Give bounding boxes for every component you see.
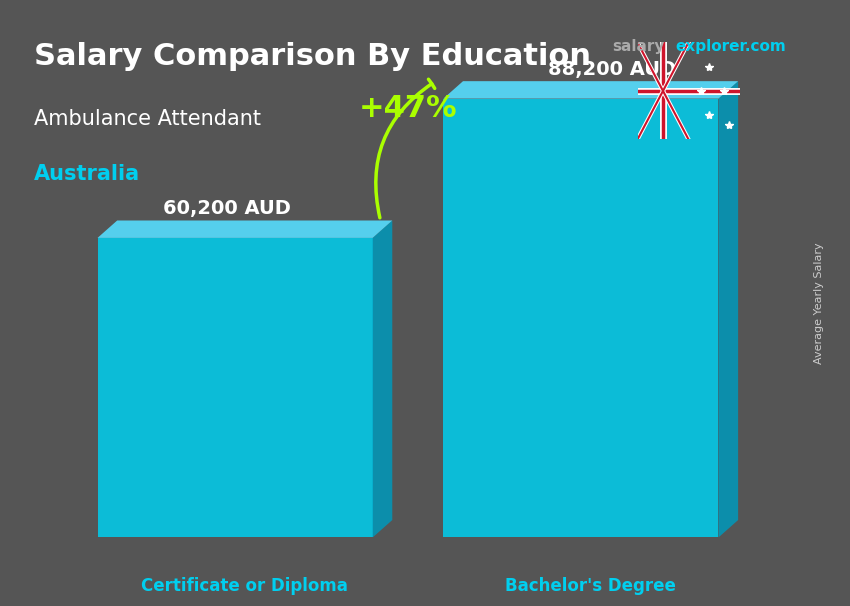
Text: +47%: +47%	[359, 94, 457, 123]
Text: Salary Comparison By Education: Salary Comparison By Education	[34, 42, 591, 72]
Text: explorer.com: explorer.com	[676, 39, 786, 55]
Polygon shape	[372, 221, 393, 538]
Text: Average Yearly Salary: Average Yearly Salary	[814, 242, 824, 364]
Text: Australia: Australia	[34, 164, 140, 184]
Text: Ambulance Attendant: Ambulance Attendant	[34, 109, 261, 129]
Polygon shape	[98, 221, 393, 238]
Text: Bachelor's Degree: Bachelor's Degree	[505, 578, 677, 595]
Text: 60,200 AUD: 60,200 AUD	[163, 199, 292, 218]
Polygon shape	[444, 81, 738, 99]
Text: Certificate or Diploma: Certificate or Diploma	[141, 578, 348, 595]
Text: 88,200 AUD: 88,200 AUD	[548, 59, 677, 79]
Text: salary: salary	[612, 39, 665, 55]
Polygon shape	[98, 238, 372, 538]
Polygon shape	[718, 81, 738, 538]
Polygon shape	[444, 99, 718, 538]
